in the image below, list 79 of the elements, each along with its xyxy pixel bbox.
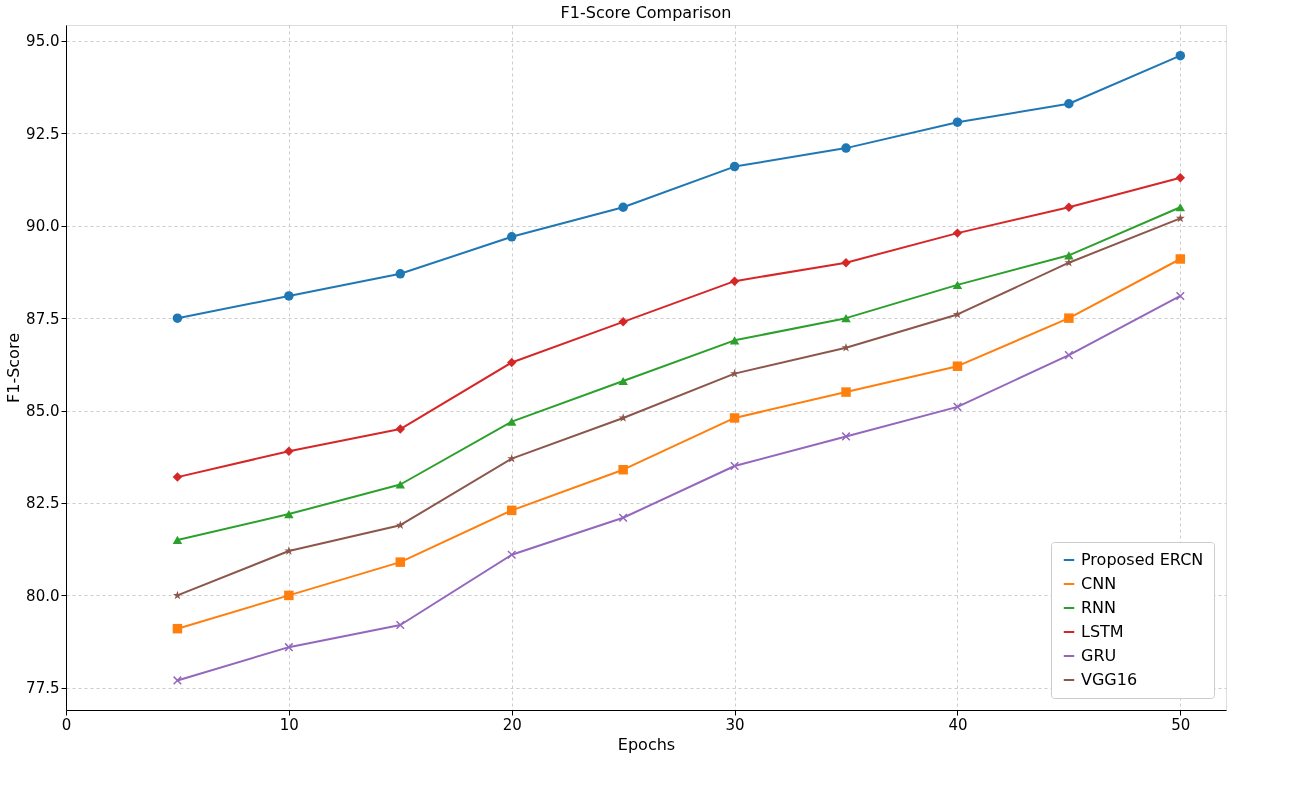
point — [506, 232, 517, 242]
point — [618, 202, 628, 212]
y-tick-label: 87.5 — [26, 309, 60, 328]
point — [1175, 203, 1186, 212]
y-tick-label: 80.0 — [26, 586, 60, 605]
point — [172, 590, 182, 600]
point — [506, 417, 517, 426]
point — [952, 361, 963, 371]
y-tick-label: 82.5 — [26, 494, 60, 513]
point — [172, 675, 182, 685]
point — [506, 505, 517, 516]
y-tick-label: 90.0 — [26, 217, 60, 236]
x-tick-label: 0 — [61, 715, 72, 734]
point — [284, 590, 294, 601]
y-tick-label: 92.5 — [26, 124, 60, 143]
point — [841, 431, 851, 441]
legend-label: GRU — [1081, 646, 1117, 665]
point — [1175, 50, 1186, 61]
point — [395, 269, 406, 279]
point — [172, 313, 183, 323]
point — [1064, 251, 1074, 260]
point — [952, 280, 963, 289]
point — [618, 464, 628, 475]
point — [284, 446, 294, 456]
point — [1175, 213, 1185, 223]
point — [952, 402, 962, 412]
point — [172, 623, 183, 634]
chart-title: F1-Score Comparison — [560, 3, 732, 22]
point — [729, 413, 740, 423]
point — [395, 557, 406, 567]
x-tick-label: 10 — [279, 715, 299, 734]
point — [841, 257, 851, 268]
point — [952, 309, 962, 319]
point — [1175, 291, 1185, 301]
point — [841, 314, 851, 323]
point — [507, 550, 517, 560]
point — [395, 520, 405, 529]
point — [841, 387, 851, 397]
x-axis-title: Epochs — [617, 734, 676, 754]
point — [618, 513, 628, 523]
point — [730, 461, 740, 471]
legend-label: RNN — [1081, 598, 1117, 617]
legend-label: Proposed ERCN — [1081, 550, 1204, 569]
y-tick-label: 95.0 — [26, 32, 60, 51]
point — [284, 291, 294, 301]
point — [284, 509, 294, 519]
x-tick-label: 40 — [948, 715, 968, 734]
point — [1064, 202, 1074, 212]
y-axis-title: F1-Score — [4, 333, 24, 403]
x-tick-label: 30 — [725, 715, 745, 734]
point — [618, 413, 628, 422]
y-tick-label: 77.5 — [26, 679, 60, 698]
x-tick-label: 50 — [1171, 715, 1191, 734]
y-tick-label: 85.0 — [26, 402, 60, 421]
point — [618, 376, 628, 386]
point — [1064, 350, 1074, 360]
point — [172, 472, 183, 482]
point — [1175, 254, 1186, 264]
point — [284, 642, 294, 652]
point — [729, 276, 740, 286]
point — [395, 480, 406, 489]
point — [729, 336, 740, 345]
legend-label: LSTM — [1081, 622, 1124, 641]
point — [618, 317, 628, 327]
legend-label: CNN — [1081, 574, 1117, 593]
point — [395, 620, 405, 630]
point — [395, 424, 406, 434]
x-tick-label: 20 — [502, 715, 522, 734]
point — [172, 535, 183, 545]
point — [952, 117, 963, 127]
point — [952, 228, 963, 238]
point — [1064, 313, 1074, 323]
point — [284, 546, 294, 555]
point — [729, 161, 740, 172]
legend-label: VGG16 — [1081, 670, 1138, 689]
point — [841, 143, 851, 153]
point — [506, 357, 517, 368]
point — [1064, 99, 1074, 109]
point — [1175, 172, 1186, 183]
